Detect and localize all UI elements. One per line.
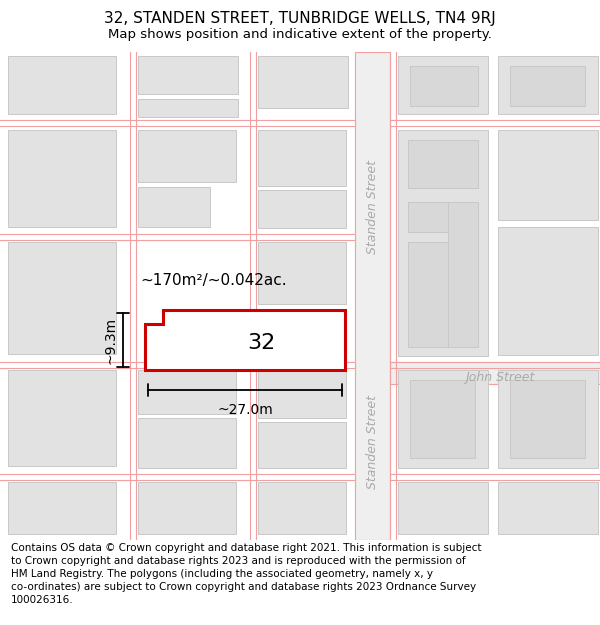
Polygon shape — [145, 310, 345, 370]
Bar — [258, 130, 346, 186]
Bar — [258, 370, 346, 418]
Bar — [355, 52, 390, 540]
Text: 32, STANDEN STREET, TUNBRIDGE WELLS, TN4 9RJ: 32, STANDEN STREET, TUNBRIDGE WELLS, TN4… — [104, 11, 496, 26]
Bar — [258, 482, 346, 534]
Bar — [398, 130, 488, 356]
Bar — [410, 380, 475, 458]
Bar — [258, 310, 346, 356]
Bar — [138, 482, 236, 534]
Text: 32: 32 — [247, 333, 275, 353]
Bar — [408, 242, 448, 347]
Bar — [448, 202, 478, 347]
Bar — [510, 380, 585, 458]
Bar — [8, 482, 116, 534]
Bar — [498, 370, 598, 468]
Bar — [258, 56, 348, 108]
Text: ~9.3m: ~9.3m — [103, 316, 117, 364]
Bar — [258, 190, 346, 228]
Bar — [510, 66, 585, 106]
Text: Contains OS data © Crown copyright and database right 2021. This information is : Contains OS data © Crown copyright and d… — [11, 542, 481, 606]
Bar — [8, 130, 116, 227]
Bar — [398, 370, 488, 468]
Text: Map shows position and indicative extent of the property.: Map shows position and indicative extent… — [108, 28, 492, 41]
Bar — [8, 56, 116, 114]
Bar — [258, 422, 346, 468]
Bar — [138, 187, 210, 227]
Bar — [390, 362, 600, 384]
Bar — [498, 227, 598, 355]
Text: Standen Street: Standen Street — [366, 160, 379, 254]
Bar — [138, 418, 236, 468]
Bar — [398, 56, 488, 114]
Bar — [410, 66, 478, 106]
Bar — [138, 99, 238, 117]
Bar — [138, 370, 236, 414]
Bar — [498, 56, 598, 114]
Text: ~27.0m: ~27.0m — [217, 403, 273, 417]
Bar — [398, 482, 488, 534]
Text: Standen Street: Standen Street — [366, 395, 379, 489]
Text: ~170m²/~0.042ac.: ~170m²/~0.042ac. — [140, 272, 287, 288]
Bar — [498, 130, 598, 220]
Bar — [498, 482, 598, 534]
Bar — [408, 140, 478, 188]
Bar — [408, 202, 458, 232]
Bar — [258, 242, 346, 304]
Bar — [8, 242, 116, 354]
Text: John Street: John Street — [466, 371, 535, 384]
Bar — [8, 370, 116, 466]
Bar — [138, 130, 236, 182]
Bar — [138, 56, 238, 94]
